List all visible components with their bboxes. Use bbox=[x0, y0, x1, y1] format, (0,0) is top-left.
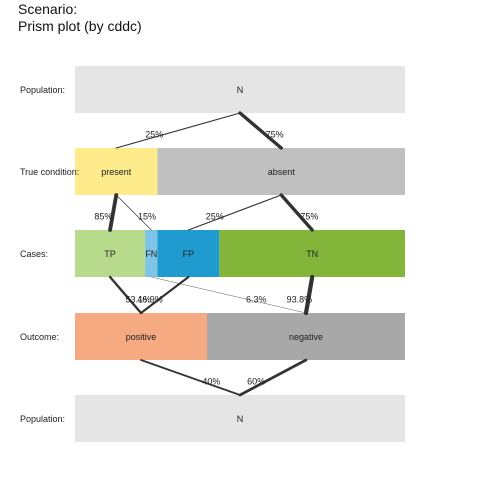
box-label-cases-TP: TP bbox=[104, 249, 116, 259]
box-outcome-negative bbox=[207, 313, 405, 360]
link-cond-present-to-cases-TP bbox=[108, 193, 119, 232]
box-label-cond-absent: absent bbox=[268, 167, 296, 177]
link-cases-TN-to-outcome-negative bbox=[303, 274, 315, 316]
link-cases-FP-to-outcome-positive bbox=[139, 275, 190, 315]
link-pop_top-N-to-cond-present bbox=[115, 112, 241, 149]
link-label-3: 15% bbox=[138, 212, 156, 222]
row-label-cases: Cases: bbox=[20, 249, 48, 259]
box-cases-FN bbox=[145, 230, 158, 277]
link-label-4: 25% bbox=[206, 212, 224, 222]
links-layer bbox=[108, 111, 315, 397]
box-cases-FP bbox=[157, 230, 220, 277]
link-label-5: 75% bbox=[300, 212, 318, 222]
link-pop_top-N-to-cond-absent bbox=[238, 111, 283, 150]
link-cases-TP-to-outcome-positive bbox=[108, 275, 143, 315]
row-label-outcome: Outcome: bbox=[20, 332, 59, 342]
box-label-pop_top-N: N bbox=[237, 85, 244, 95]
box-label-cases-FN: FN bbox=[145, 249, 157, 259]
link-label-2: 85% bbox=[94, 212, 112, 222]
link-label-6: 53.1% bbox=[125, 294, 151, 304]
link-label-1: 75% bbox=[266, 130, 284, 140]
link-label-0: 25% bbox=[145, 130, 163, 140]
link-outcome-positive-to-pop_bottom-N bbox=[140, 359, 241, 396]
box-label-cases-FP: FP bbox=[183, 249, 195, 259]
box-label-outcome-negative: negative bbox=[289, 332, 323, 342]
link-label-7: 46.9% bbox=[137, 294, 163, 304]
link-cond-absent-to-cases-TN bbox=[279, 193, 314, 232]
row-label-pop_top: Population: bbox=[20, 85, 65, 95]
box-label-cases-TN: TN bbox=[306, 249, 318, 259]
link-label-9: 93.8% bbox=[287, 294, 313, 304]
link-cond-absent-to-cases-FP bbox=[187, 194, 282, 231]
box-cond-absent bbox=[157, 148, 405, 195]
scenario-label: Scenario: bbox=[18, 1, 78, 17]
link-cases-FN-to-outcome-negative bbox=[151, 276, 307, 314]
row-label-cond: True condition: bbox=[20, 167, 79, 177]
box-cases-TP bbox=[75, 230, 146, 277]
box-label-pop_bottom-N: N bbox=[237, 414, 244, 424]
boxes-layer bbox=[75, 66, 405, 442]
box-label-cond-present: present bbox=[101, 167, 132, 177]
link-outcome-negative-to-pop_bottom-N bbox=[238, 358, 308, 397]
plot-title: Prism plot (by cddc) bbox=[18, 18, 142, 34]
link-label-10: 40% bbox=[202, 377, 220, 387]
link-label-11: 60% bbox=[247, 377, 265, 387]
link-label-8: 6.3% bbox=[246, 294, 267, 304]
row-label-pop_bottom: Population: bbox=[20, 414, 65, 424]
box-outcome-positive bbox=[75, 313, 207, 360]
link-cond-present-to-cases-FN bbox=[115, 194, 152, 231]
box-pop_bottom-N bbox=[75, 395, 405, 442]
text-layer: Population: N True condition: present absent… bbox=[20, 85, 323, 424]
box-label-outcome-positive: positive bbox=[126, 332, 157, 342]
box-cases-TN bbox=[219, 230, 405, 277]
box-pop_top-N bbox=[75, 66, 405, 113]
box-cond-present bbox=[75, 148, 158, 195]
